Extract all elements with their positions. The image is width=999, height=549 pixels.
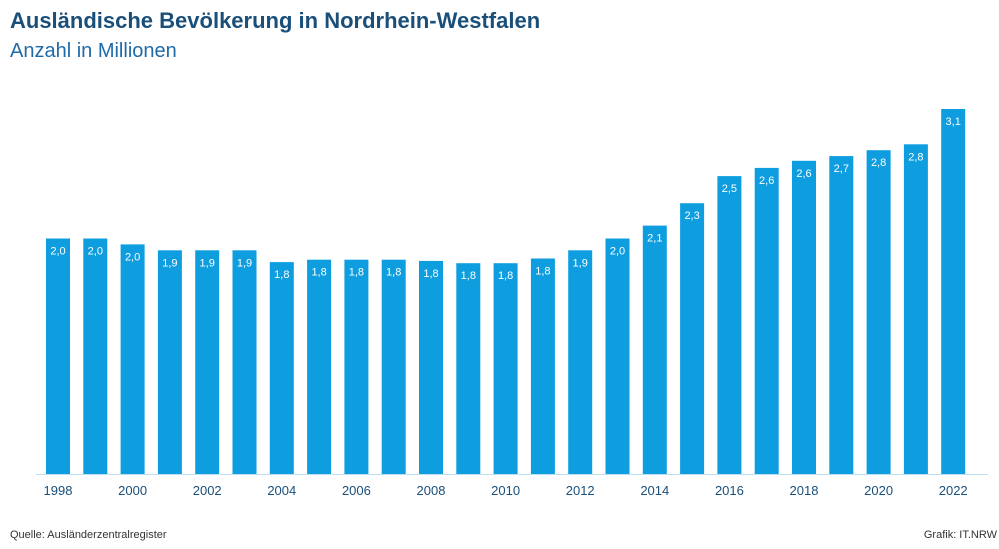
x-tick-label-2018: 2018 — [790, 483, 819, 498]
x-tick-label-2012: 2012 — [566, 483, 595, 498]
data-label-2022: 3,1 — [946, 116, 961, 128]
x-tick-label-2016: 2016 — [715, 483, 744, 498]
data-label-2018: 2,6 — [796, 168, 811, 180]
bar-1999 — [83, 238, 108, 474]
bar-2005 — [307, 259, 332, 474]
data-label-2002: 1,9 — [200, 257, 215, 269]
data-label-2014: 2,1 — [647, 233, 662, 245]
bar-2000 — [120, 244, 145, 474]
data-label-2005: 1,8 — [311, 267, 326, 279]
bar-2010 — [493, 263, 518, 474]
x-tick-label-2006: 2006 — [342, 483, 371, 498]
bar-2017 — [754, 167, 779, 474]
bar-2008 — [419, 260, 443, 474]
bar-2003 — [232, 250, 257, 474]
data-label-2019: 2,7 — [834, 163, 849, 175]
bar-2012 — [568, 250, 593, 474]
data-label-2003: 1,9 — [237, 257, 252, 269]
bar-2022 — [941, 109, 966, 474]
x-tick-label-2020: 2020 — [864, 483, 893, 498]
bar-2019 — [829, 156, 854, 474]
data-label-2021: 2,8 — [908, 151, 923, 163]
data-label-2020: 2,8 — [871, 157, 886, 169]
bar-2015 — [680, 203, 705, 474]
credit-note: Grafik: IT.NRW — [923, 529, 997, 541]
data-label-2017: 2,6 — [759, 175, 774, 187]
x-tick-label-2022: 2022 — [939, 483, 968, 498]
data-label-2004: 1,8 — [274, 269, 289, 281]
x-tick-label-2000: 2000 — [118, 483, 147, 498]
data-label-2008: 1,8 — [423, 268, 438, 280]
bar-2016 — [717, 176, 742, 474]
bar-1998 — [46, 238, 70, 474]
x-tick-label-2008: 2008 — [417, 483, 446, 498]
bar-2021 — [903, 144, 928, 475]
x-tick-label-2010: 2010 — [491, 483, 520, 498]
data-label-1998: 2,0 — [50, 246, 65, 258]
x-tick-label-2002: 2002 — [193, 483, 222, 498]
x-tick-label-2004: 2004 — [267, 483, 296, 498]
data-label-2009: 1,8 — [461, 270, 476, 282]
bar-2001 — [157, 250, 182, 474]
data-label-2012: 1,9 — [573, 257, 588, 269]
data-label-2007: 1,8 — [386, 267, 401, 279]
x-tick-label-2014: 2014 — [640, 483, 669, 498]
source-note: Quelle: Ausländerzentralregister — [10, 529, 167, 541]
data-label-1999: 2,0 — [88, 246, 103, 258]
data-label-2011: 1,8 — [535, 266, 550, 278]
data-label-2015: 2,3 — [684, 210, 699, 222]
bar-2002 — [195, 250, 220, 474]
data-label-2016: 2,5 — [722, 183, 737, 195]
bar-2009 — [456, 263, 481, 474]
data-label-2006: 1,8 — [349, 267, 364, 279]
data-label-2000: 2,0 — [125, 251, 140, 263]
data-label-2010: 1,8 — [498, 270, 513, 282]
data-label-2013: 2,0 — [610, 246, 625, 258]
chart-subtitle: Anzahl in Millionen — [10, 40, 177, 62]
chart-title: Ausländische Bevölkerung in Nordrhein-We… — [10, 8, 541, 33]
bar-2011 — [530, 258, 555, 474]
bar-2018 — [792, 160, 816, 475]
bar-2007 — [381, 259, 406, 474]
data-label-2001: 1,9 — [162, 257, 177, 269]
bar-2004 — [269, 262, 294, 474]
bar-2014 — [642, 225, 667, 474]
bar-2006 — [344, 259, 369, 474]
bar-2013 — [605, 238, 630, 474]
bar-2020 — [866, 150, 891, 474]
x-tick-label-1998: 1998 — [44, 483, 73, 498]
